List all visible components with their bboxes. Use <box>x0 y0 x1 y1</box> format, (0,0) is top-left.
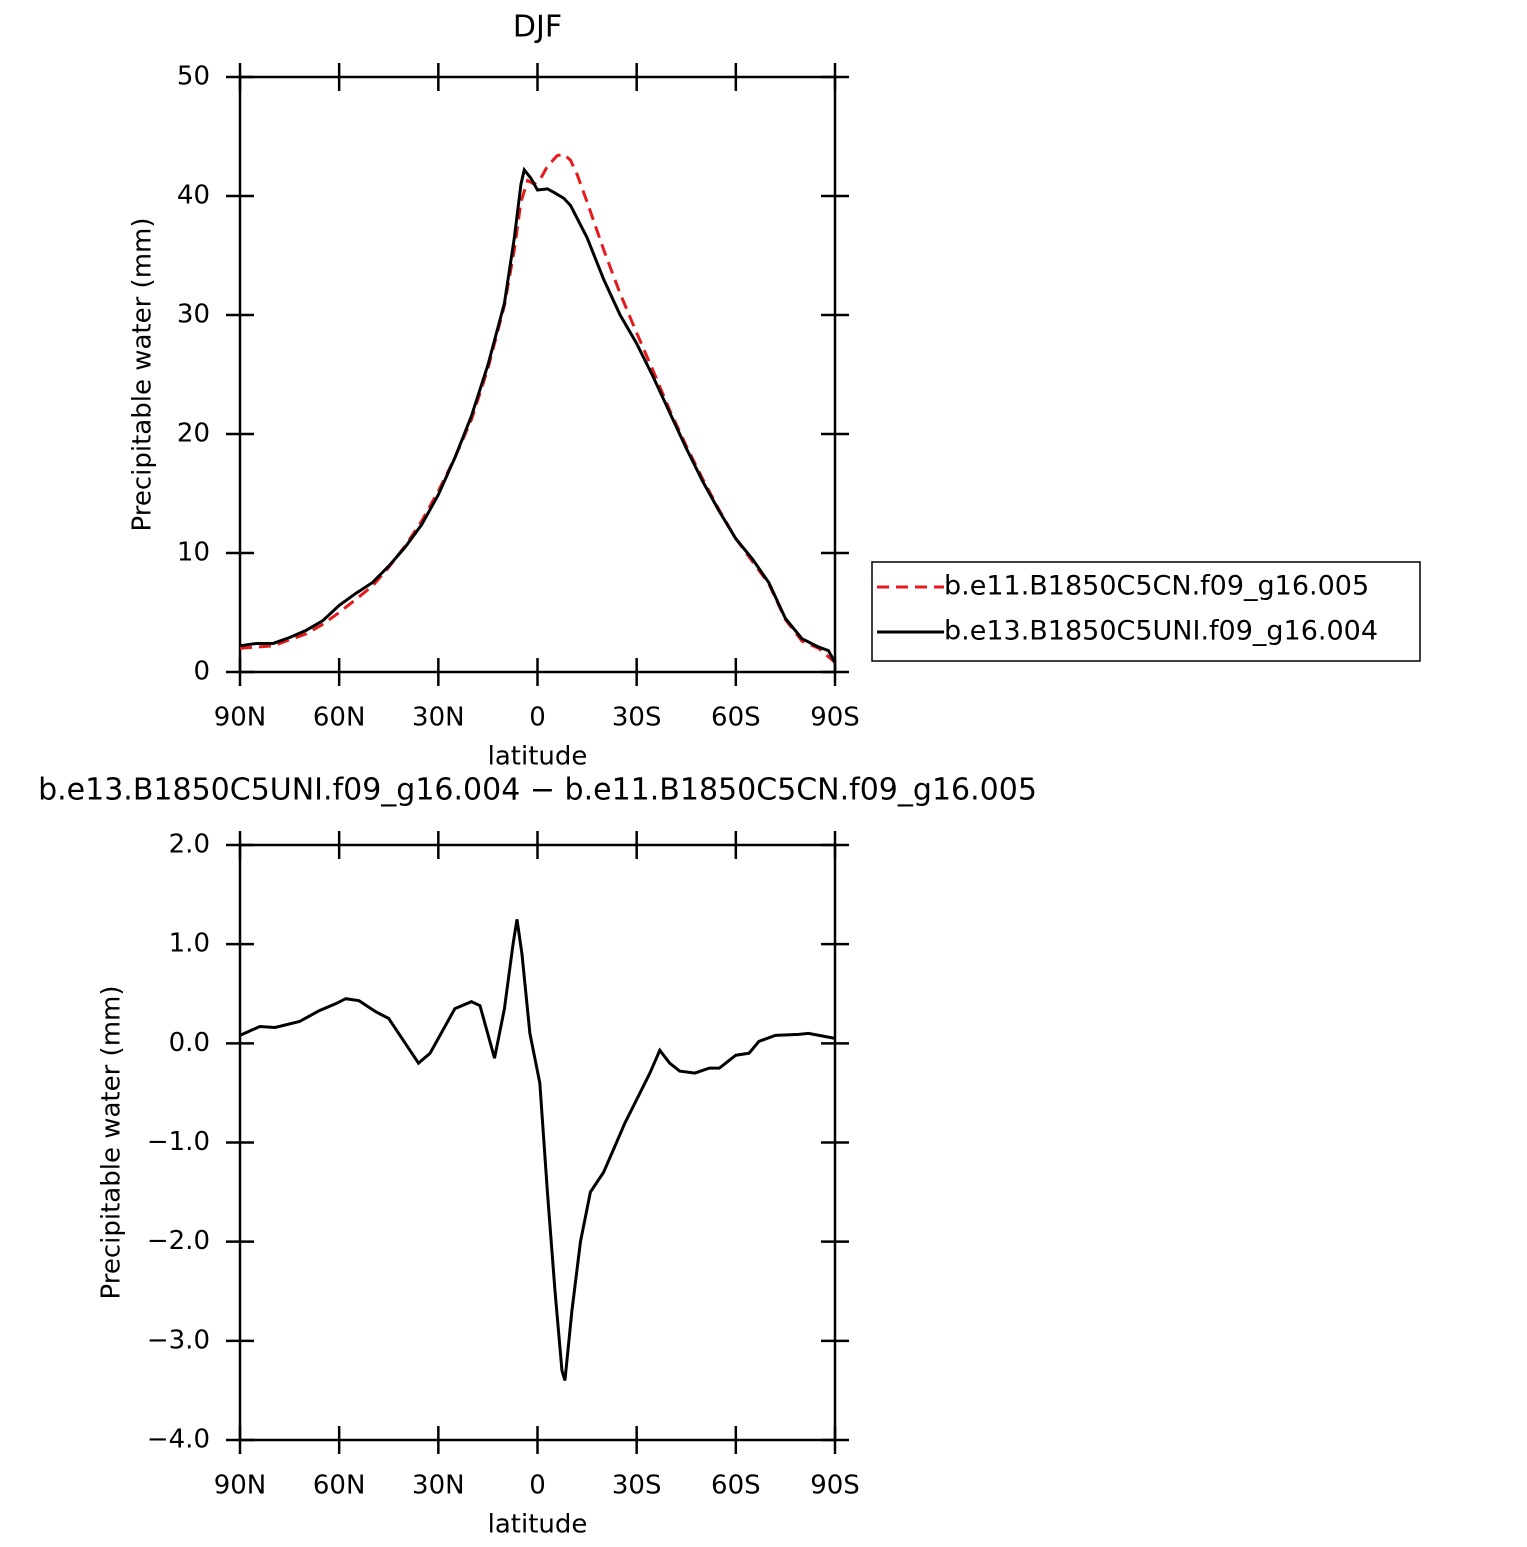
chart-title: b.e13.B1850C5UNI.f09_g16.004 − b.e11.B18… <box>38 773 1037 808</box>
x-tick-label: 30S <box>612 703 662 733</box>
y-tick-label: 40 <box>177 181 210 211</box>
y-tick-label: −3.0 <box>147 1325 210 1355</box>
y-tick-label: 30 <box>177 300 210 330</box>
x-tick-label: 60N <box>313 703 366 733</box>
x-tick-label: 30N <box>412 703 465 733</box>
legend-label: b.e11.B1850C5CN.f09_g16.005 <box>944 571 1369 602</box>
y-axis-label: Precipitable water (mm) <box>97 986 127 1300</box>
y-axis-label: Precipitable water (mm) <box>128 218 158 532</box>
legend-box <box>871 561 1421 662</box>
x-tick-label: 90N <box>214 1471 267 1501</box>
x-tick-label: 30N <box>412 1471 465 1501</box>
y-tick-label: 0.0 <box>169 1028 210 1058</box>
x-tick-label: 90N <box>214 703 267 733</box>
x-tick-label: 60S <box>711 1471 761 1501</box>
legend-label: b.e13.B1850C5UNI.f09_g16.004 <box>944 616 1378 647</box>
x-tick-label: 90S <box>810 1471 860 1501</box>
x-tick-label: 30S <box>612 1471 662 1501</box>
y-tick-label: 50 <box>177 62 210 92</box>
x-tick-label: 0 <box>529 1471 546 1501</box>
y-tick-label: −1.0 <box>147 1127 210 1157</box>
y-tick-label: 1.0 <box>169 929 210 959</box>
x-tick-label: 90S <box>810 703 860 733</box>
y-tick-label: 20 <box>177 419 210 449</box>
y-tick-label: −4.0 <box>147 1425 210 1455</box>
x-axis-label: latitude <box>488 1510 588 1540</box>
y-tick-label: 0 <box>193 657 210 687</box>
data-line <box>239 166 837 664</box>
chart-title: DJF <box>513 10 562 45</box>
x-tick-label: 60S <box>711 703 761 733</box>
plot-frame <box>238 75 837 674</box>
x-tick-label: 0 <box>529 703 546 733</box>
data-line <box>239 919 836 1381</box>
y-tick-label: 2.0 <box>169 830 210 860</box>
y-tick-label: −2.0 <box>147 1226 210 1256</box>
plot-frame <box>238 843 837 1442</box>
y-tick-label: 10 <box>177 538 210 568</box>
x-tick-label: 60N <box>313 1471 366 1501</box>
data-line <box>239 152 836 664</box>
x-axis-label: latitude <box>488 742 588 772</box>
